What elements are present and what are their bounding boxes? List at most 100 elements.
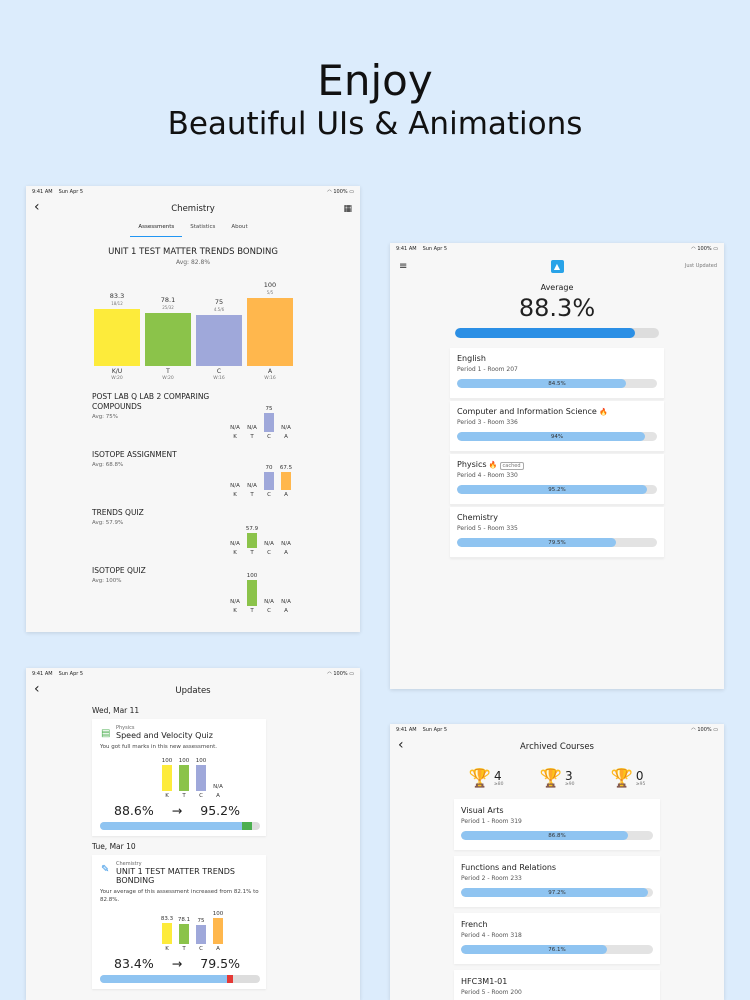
bar-value: 83.3 (109, 292, 125, 301)
archived-course-card[interactable]: Visual Arts Period 1 - Room 319 86.8% (454, 799, 660, 850)
status-bar: 9:41 AM Sun Apr 5 ◠ 100% ▭ (26, 668, 360, 680)
bar-value: 100 (263, 281, 277, 289)
mini-label: C (267, 492, 271, 498)
assessment-name: TRENDS QUIZ (92, 508, 144, 517)
mini-bar (162, 922, 172, 945)
back-icon[interactable]: ‹ (398, 737, 404, 753)
tab-bar: Assessments Statistics About (26, 222, 360, 237)
mini-value: N/A (264, 599, 274, 605)
bar-fill (196, 315, 242, 366)
course-period-room: Period 5 - Room 200 (461, 989, 522, 996)
average-progress-fill (455, 328, 636, 338)
mini-col-t: 100 T (179, 757, 190, 799)
mini-label: K (233, 608, 237, 614)
bar-label: A (267, 368, 273, 375)
tab-statistics[interactable]: Statistics (190, 224, 216, 230)
course-progress: 79.5% (457, 538, 657, 547)
status-date: Sun Apr 5 (422, 246, 448, 252)
assessment-avg: Avg: 100% (92, 578, 122, 585)
mini-bar (213, 918, 223, 945)
wifi-icon: ◠ (691, 727, 696, 733)
assessment-name: ISOTOPE QUIZ (92, 566, 146, 575)
battery-level: 100% (333, 189, 348, 195)
menu-icon[interactable]: ≡ (399, 260, 408, 272)
bar-weight: W:16 (264, 376, 276, 381)
mini-col-t: 100 T (247, 572, 258, 614)
status-bar: 9:41 AM Sun Apr 5 ◠ 100% ▭ (26, 186, 360, 198)
mini-bar (179, 923, 189, 945)
mini-value: 70 (265, 464, 273, 471)
course-progress: 97.2% (461, 888, 653, 897)
updated-label: Just Updated (684, 263, 717, 269)
mini-value: 75 (265, 405, 273, 412)
bar-value: 78.1 (160, 295, 176, 304)
tab-assessments[interactable]: Assessments (130, 222, 183, 237)
course-name-row: Physics 🔥 cached (457, 460, 657, 470)
assessment-row[interactable]: TRENDS QUIZ Avg: 57.9% N/A K 57.9 T N/A C N/A A (26, 508, 360, 566)
update-course: Physics (116, 725, 135, 731)
page-title: Archived Courses (519, 742, 594, 752)
course-percent: 97.2% (548, 889, 566, 896)
mini-value: N/A (230, 541, 240, 547)
mini-col-t: 57.9 T (246, 514, 258, 556)
back-icon[interactable]: ‹ (34, 681, 40, 697)
mini-value: 83.3 (160, 915, 174, 922)
mini-label: T (250, 492, 254, 498)
archived-course-card[interactable]: French Period 4 - Room 318 76.1% (454, 913, 660, 964)
bar-fill (94, 309, 140, 366)
bar-weight: W:16 (213, 376, 225, 381)
mini-label: A (284, 434, 288, 440)
average-change-bar (100, 975, 260, 984)
assessment-row[interactable]: ISOTOPE ASSIGNMENT Avg: 68.8% N/A K N/A T 70 C 6… (26, 450, 360, 508)
mini-label: K (233, 492, 237, 498)
course-progress: 95.2% (457, 485, 657, 494)
course-card[interactable]: Chemistry Period 5 - Room 335 79.5% (450, 507, 664, 558)
trophy-text: 3 ≥90 (565, 770, 575, 787)
archived-course-card[interactable]: Functions and Relations Period 2 - Room 2… (454, 856, 660, 907)
mini-bar (264, 471, 274, 490)
calculator-icon[interactable]: ▦ (343, 204, 352, 214)
mini-label: A (284, 492, 288, 498)
archived-course-card[interactable]: HFC3M1-01 Period 5 - Room 200 (454, 970, 660, 1000)
mini-value: 100 (195, 758, 207, 765)
mini-col-c: 75 C (264, 398, 274, 440)
mini-col-k: N/A K (230, 456, 240, 498)
hero-title: Enjoy (317, 56, 433, 105)
course-period-room: Period 2 - Room 233 (461, 875, 522, 882)
home-screen: 9:41 AM Sun Apr 5 ◠ 100% ▭ ≡ ▲ Just Updat… (390, 243, 724, 689)
mini-value: N/A (281, 425, 291, 431)
mini-col-c: N/A C (264, 572, 274, 614)
nav-bar: ≡ ▲ Just Updated (390, 255, 724, 277)
bar-fill (145, 312, 191, 366)
status-date: Sun Apr 5 (422, 727, 448, 733)
mini-value: N/A (230, 483, 240, 489)
course-percent: 79.5% (548, 539, 566, 546)
assessment-row[interactable]: ISOTOPE QUIZ Avg: 100% N/A K 100 T N/A C N/A A (26, 566, 360, 624)
mini-label: T (182, 793, 186, 800)
mini-value: 78.1 (177, 916, 191, 923)
mini-value: N/A (213, 784, 223, 791)
mini-label: A (216, 793, 220, 800)
bar-weight: W:20 (162, 376, 174, 381)
mini-label: A (284, 550, 288, 556)
battery-icon: ▭ (349, 189, 354, 195)
course-card[interactable]: English Period 1 - Room 207 84.5% (450, 348, 664, 399)
arrow-right-icon: → (171, 956, 183, 972)
mini-col-k: 83.3 K (161, 910, 173, 953)
mini-col-k: N/A K (230, 398, 240, 440)
course-progress: 94% (457, 432, 657, 441)
course-card[interactable]: Physics 🔥 cached Period 4 - Room 330 95.2% (450, 454, 664, 505)
assessment-row[interactable]: POST LAB Q LAB 2 COMPARING COMPOUNDS Avg:… (26, 392, 360, 450)
bar-label: C (216, 368, 222, 375)
trophy-text: 0 ≥95 (636, 770, 646, 787)
course-card[interactable]: Computer and Information Science 🔥 Period… (450, 401, 664, 452)
update-card[interactable]: ✎ Chemistry UNIT 1 TEST MATTER TRENDS BOND… (92, 855, 266, 990)
back-icon[interactable]: ‹ (34, 199, 40, 215)
tab-about[interactable]: About (231, 224, 248, 230)
course-percent: 86.8% (548, 832, 566, 839)
update-card[interactable]: ▤ Physics Speed and Velocity Quiz You got f… (92, 719, 266, 837)
average-bar-delta (227, 975, 234, 984)
course-progress-fill (457, 379, 626, 388)
course-percent: 84.5% (548, 380, 566, 387)
assessment-mini-chart: N/A K N/A T 75 C N/A A (226, 392, 296, 441)
